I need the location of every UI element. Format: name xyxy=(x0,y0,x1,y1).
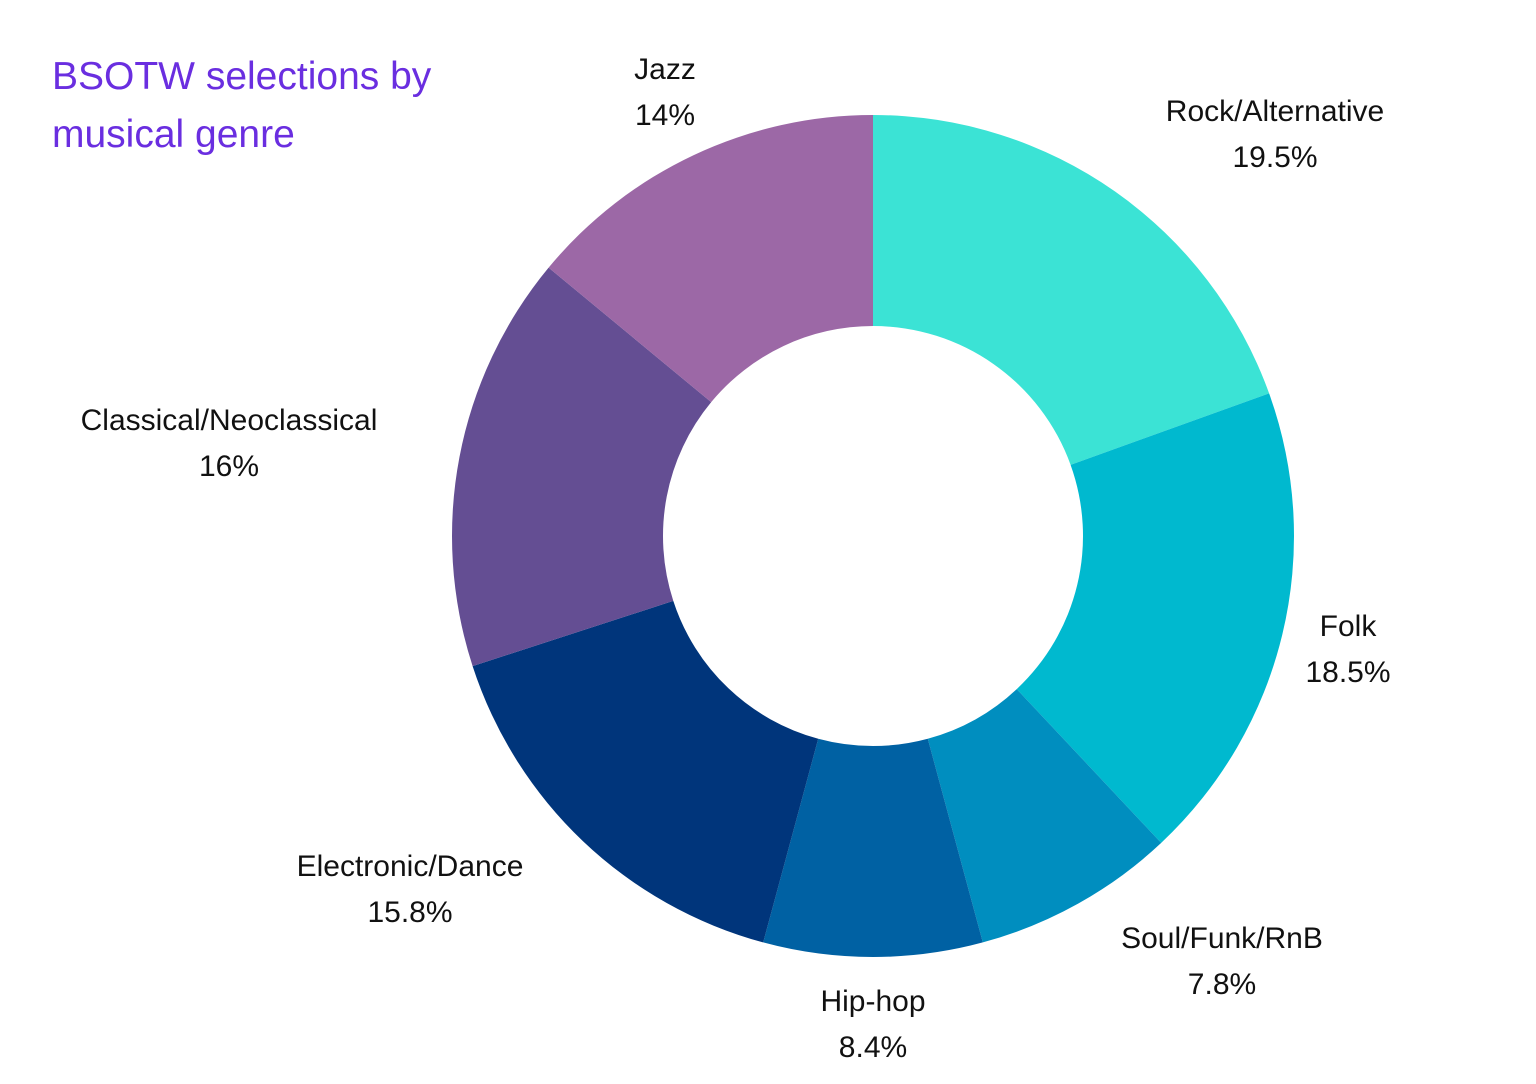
slice-value-rock-alternative: 19.5% xyxy=(1232,141,1317,174)
slice-label-folk: Folk xyxy=(1320,610,1378,643)
chart-title-line-1: BSOTW selections by xyxy=(52,55,432,98)
slice-label-electronic-dance: Electronic/Dance xyxy=(297,850,524,883)
donut-slices xyxy=(451,115,1294,958)
slice-rock-alternative xyxy=(873,115,1270,465)
slice-folk xyxy=(1016,393,1294,843)
slice-labels: Rock/Alternative 19.5% Folk 18.5% Soul/Funk/… xyxy=(81,53,1391,1064)
chart-title: BSOTW selections by musical genre xyxy=(52,48,532,164)
slice-label-hip-hop: Hip-hop xyxy=(820,985,925,1018)
slice-hip-hop xyxy=(763,738,983,958)
chart-title-line-2: musical genre xyxy=(52,113,295,156)
slice-value-classical-neoclassical: 16% xyxy=(199,450,259,483)
slice-label-rock-alternative: Rock/Alternative xyxy=(1166,95,1384,128)
slice-value-jazz: 14% xyxy=(635,99,695,132)
slice-soul-funk-rnb xyxy=(927,689,1162,943)
slice-label-classical-neoclassical: Classical/Neoclassical xyxy=(81,404,378,437)
slice-jazz xyxy=(548,115,873,403)
slice-classical-neoclassical xyxy=(451,267,712,667)
slice-value-soul-funk-rnb: 7.8% xyxy=(1188,968,1256,1001)
slice-value-folk: 18.5% xyxy=(1305,656,1390,689)
slice-value-electronic-dance: 15.8% xyxy=(367,896,452,929)
slice-label-jazz: Jazz xyxy=(634,53,696,86)
slice-value-hip-hop: 8.4% xyxy=(839,1031,907,1064)
slice-label-soul-funk-rnb: Soul/Funk/RnB xyxy=(1121,922,1323,955)
slice-electronic-dance xyxy=(472,600,819,943)
